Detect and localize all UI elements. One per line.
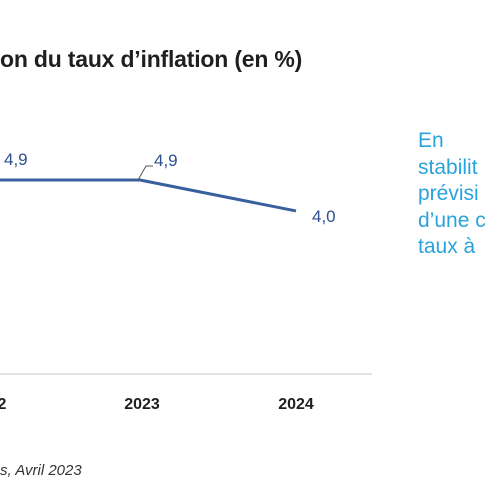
source-note: s, Avril 2023 xyxy=(0,462,82,479)
commentary-line-4: d’une c xyxy=(418,208,486,232)
series-line xyxy=(0,178,297,213)
data-label-0: 4,9 xyxy=(4,150,28,169)
commentary-line-2: stabilit xyxy=(418,155,478,179)
x-tick-label-2: 2024 xyxy=(278,396,314,413)
data-label-2: 4,0 xyxy=(312,207,336,226)
x-tick-label-1: 2023 xyxy=(124,396,160,413)
label-leader xyxy=(137,165,153,181)
commentary-line-5: taux à xyxy=(418,235,476,258)
data-label-1: 4,9 xyxy=(154,151,178,170)
commentary-line-1a: En xyxy=(418,129,444,152)
commentary-text: En 20 stabilit prévisi d’une c taux à xyxy=(418,128,500,261)
commentary-line-3: prévisi xyxy=(418,182,479,205)
chart-title: on du taux d’inflation (en %) xyxy=(0,46,303,72)
x-tick-label-0: 2 xyxy=(0,396,7,413)
